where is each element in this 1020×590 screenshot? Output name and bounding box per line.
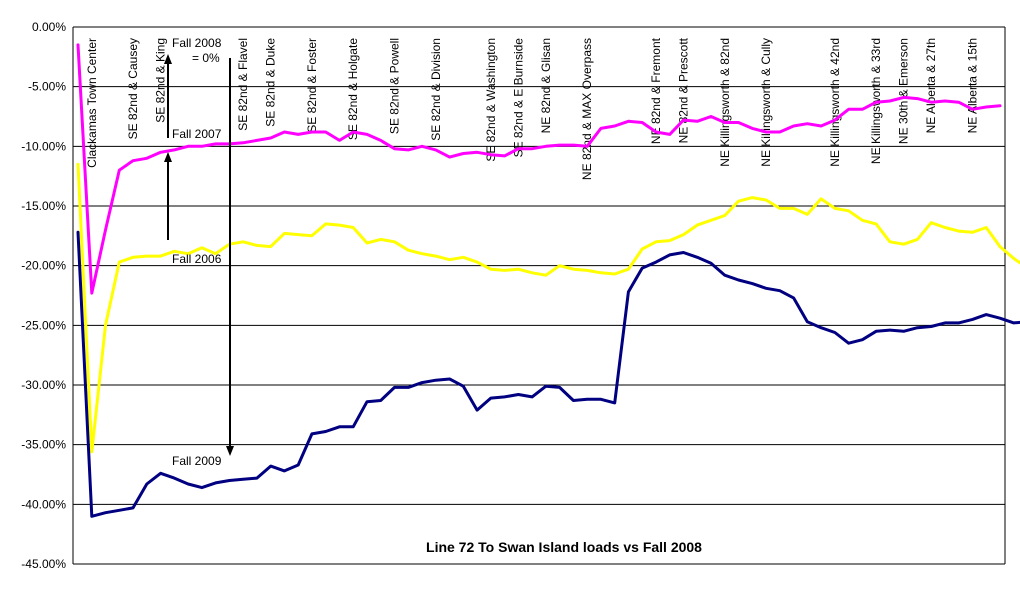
stop-label: NE 82nd & Glisan (539, 38, 553, 133)
y-tick-label: -10.00% (21, 139, 66, 153)
stop-label: SE 82nd & Duke (264, 38, 278, 127)
stop-label: SE 82nd & King (154, 38, 168, 123)
stop-label: Clackamas Town Center (85, 38, 99, 168)
y-tick-label: 0.00% (32, 20, 66, 34)
stop-label: SE 82nd & Flavel (236, 38, 250, 131)
y-tick-label: -40.00% (21, 497, 66, 511)
stop-label: SE 82nd & E Burnside (511, 38, 525, 158)
series-line-fall-2009 (76, 230, 1020, 518)
annotation-fall-2008-line2: = 0% (192, 51, 220, 65)
arrow-fall-2007-up-head (164, 54, 172, 64)
stop-label: SE 82nd & Washington (484, 38, 498, 162)
stop-label: NE 30th & Emerson (897, 38, 911, 144)
y-tick-label: -25.00% (21, 318, 66, 332)
series-line-fall-2007 (76, 43, 1002, 295)
arrow-fall-2006-up-head (164, 152, 172, 162)
stop-label: NE 82nd & Prescott (676, 37, 690, 143)
series-line-fall-2006 (76, 162, 1020, 454)
grid-layer (72, 26, 1006, 565)
annotation-fall-2009: Fall 2009 (172, 454, 222, 468)
annotation-fall-2008-line1: Fall 2008 (172, 36, 222, 50)
chart-title: Line 72 To Swan Island loads vs Fall 200… (426, 539, 702, 555)
stop-label: SE 82nd & Division (429, 38, 443, 141)
annotation-fall-2006: Fall 2006 (172, 252, 222, 266)
x-axis-stop-labels: Clackamas Town Center SE 82nd & Causey SE … (85, 37, 980, 180)
y-tick-label: -30.00% (21, 378, 66, 392)
arrow-fall-2009-down-head (226, 446, 234, 456)
series-lines (76, 43, 1020, 518)
stop-label: SE 82nd & Holgate (346, 38, 360, 140)
annotations: Fall 2008 = 0% Fall 2007 Fall 2006 Fall … (164, 36, 234, 468)
stop-label: SE 82nd & Foster (305, 38, 319, 133)
stop-label: NE Killingsworth & Cully (759, 38, 773, 167)
stop-label: NE Alberta & 27th (924, 38, 938, 133)
annotation-fall-2007: Fall 2007 (172, 127, 222, 141)
y-axis-tick-labels: 0.00% -5.00% -10.00% -15.00% -20.00% -25.00% -… (21, 20, 66, 571)
stop-label: NE 82nd & MAX Overpass (580, 38, 594, 180)
stop-label: SE 82nd & Powell (388, 38, 402, 134)
y-tick-label: -35.00% (21, 438, 66, 452)
stop-label: NE Killingsworth & 42nd (828, 38, 842, 167)
stop-label: NE Alberta & 15th (965, 38, 979, 133)
stop-label: NE Killingsworth & 82nd (718, 38, 732, 167)
y-tick-label: -5.00% (28, 80, 66, 94)
y-tick-label: -15.00% (21, 199, 66, 213)
y-tick-label: -45.00% (21, 557, 66, 571)
stop-label: NE 82nd & Fremont (649, 37, 663, 144)
y-tick-label: -20.00% (21, 259, 66, 273)
stop-label: SE 82nd & Causey (126, 38, 140, 139)
